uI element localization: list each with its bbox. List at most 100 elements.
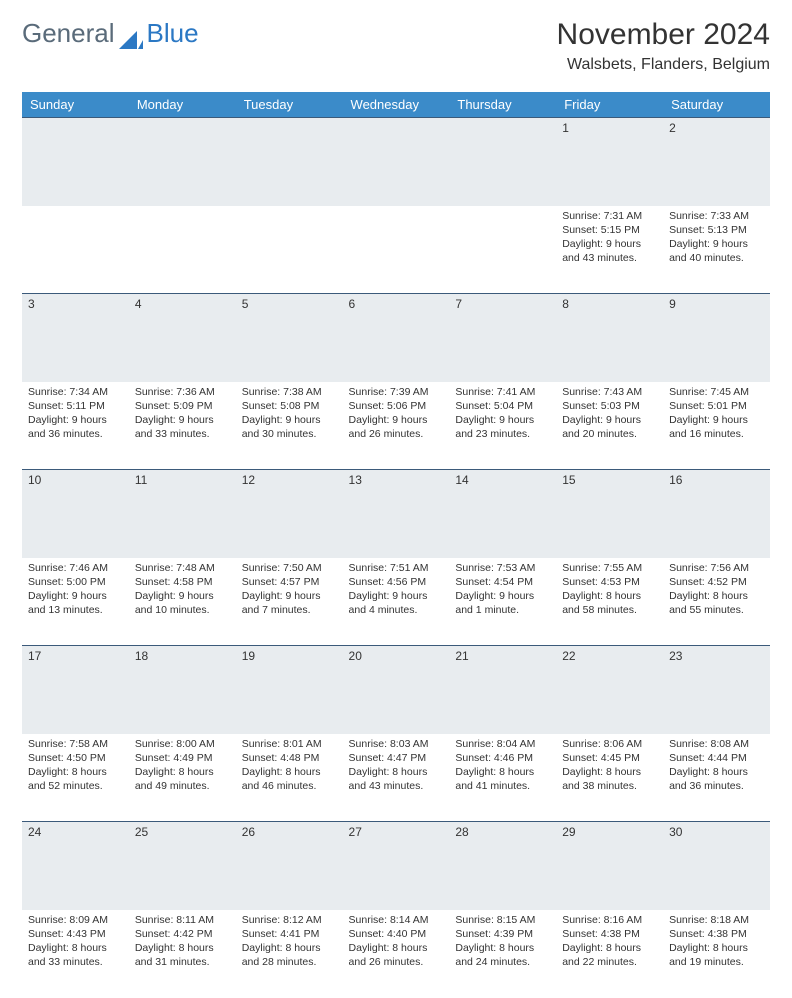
day-number-cell: 4 <box>129 294 236 382</box>
day-content-cell: Sunrise: 8:04 AMSunset: 4:46 PMDaylight:… <box>449 734 556 822</box>
weekday-header: Monday <box>129 92 236 118</box>
day-number-cell: 17 <box>22 646 129 734</box>
day-number-cell: 14 <box>449 470 556 558</box>
day-details: Sunrise: 7:38 AMSunset: 5:08 PMDaylight:… <box>236 382 343 448</box>
day-content-cell: Sunrise: 8:11 AMSunset: 4:42 PMDaylight:… <box>129 910 236 998</box>
day-number-cell: 9 <box>663 294 770 382</box>
day-number-cell: 15 <box>556 470 663 558</box>
day-number: 13 <box>343 470 450 490</box>
day-content-cell: Sunrise: 8:03 AMSunset: 4:47 PMDaylight:… <box>343 734 450 822</box>
logo-text-general: General <box>22 18 115 49</box>
day-number-cell: 20 <box>343 646 450 734</box>
day-content-cell <box>449 206 556 294</box>
day-details: Sunrise: 7:46 AMSunset: 5:00 PMDaylight:… <box>22 558 129 624</box>
day-content-cell: Sunrise: 7:46 AMSunset: 5:00 PMDaylight:… <box>22 558 129 646</box>
day-number: 22 <box>556 646 663 666</box>
day-number: 4 <box>129 294 236 314</box>
day-number-cell: 13 <box>343 470 450 558</box>
day-number-cell: 10 <box>22 470 129 558</box>
day-number: 20 <box>343 646 450 666</box>
day-number-row: 10111213141516 <box>22 470 770 558</box>
day-content-cell <box>343 206 450 294</box>
day-details: Sunrise: 8:12 AMSunset: 4:41 PMDaylight:… <box>236 910 343 976</box>
day-number-cell: 6 <box>343 294 450 382</box>
day-details: Sunrise: 7:50 AMSunset: 4:57 PMDaylight:… <box>236 558 343 624</box>
day-number-cell: 3 <box>22 294 129 382</box>
day-details: Sunrise: 8:09 AMSunset: 4:43 PMDaylight:… <box>22 910 129 976</box>
day-content-cell: Sunrise: 7:39 AMSunset: 5:06 PMDaylight:… <box>343 382 450 470</box>
location-text: Walsbets, Flanders, Belgium <box>557 56 770 74</box>
day-number: 7 <box>449 294 556 314</box>
day-number-cell <box>129 118 236 206</box>
day-details: Sunrise: 8:16 AMSunset: 4:38 PMDaylight:… <box>556 910 663 976</box>
calendar-table: Sunday Monday Tuesday Wednesday Thursday… <box>22 92 770 998</box>
day-number: 27 <box>343 822 450 842</box>
day-number-cell: 19 <box>236 646 343 734</box>
day-content-cell: Sunrise: 8:01 AMSunset: 4:48 PMDaylight:… <box>236 734 343 822</box>
day-number: 15 <box>556 470 663 490</box>
day-number: 21 <box>449 646 556 666</box>
day-details: Sunrise: 8:00 AMSunset: 4:49 PMDaylight:… <box>129 734 236 800</box>
day-number: 18 <box>129 646 236 666</box>
day-details: Sunrise: 7:55 AMSunset: 4:53 PMDaylight:… <box>556 558 663 624</box>
day-number-cell: 23 <box>663 646 770 734</box>
day-number: 14 <box>449 470 556 490</box>
day-content-cell: Sunrise: 7:50 AMSunset: 4:57 PMDaylight:… <box>236 558 343 646</box>
day-content-cell: Sunrise: 7:58 AMSunset: 4:50 PMDaylight:… <box>22 734 129 822</box>
day-number: 8 <box>556 294 663 314</box>
day-number-cell: 26 <box>236 822 343 910</box>
weekday-header-row: Sunday Monday Tuesday Wednesday Thursday… <box>22 92 770 118</box>
day-number: 3 <box>22 294 129 314</box>
logo: General Blue <box>22 18 199 49</box>
day-details: Sunrise: 7:45 AMSunset: 5:01 PMDaylight:… <box>663 382 770 448</box>
day-content-row: Sunrise: 7:31 AMSunset: 5:15 PMDaylight:… <box>22 206 770 294</box>
weekday-header: Friday <box>556 92 663 118</box>
day-details: Sunrise: 7:56 AMSunset: 4:52 PMDaylight:… <box>663 558 770 624</box>
day-details: Sunrise: 7:53 AMSunset: 4:54 PMDaylight:… <box>449 558 556 624</box>
day-number-cell: 18 <box>129 646 236 734</box>
page-header: General Blue November 2024 Walsbets, Fla… <box>22 18 770 74</box>
day-content-cell: Sunrise: 8:06 AMSunset: 4:45 PMDaylight:… <box>556 734 663 822</box>
day-number: 12 <box>236 470 343 490</box>
day-number-cell: 25 <box>129 822 236 910</box>
day-number: 19 <box>236 646 343 666</box>
day-number-cell: 27 <box>343 822 450 910</box>
day-number-row: 3456789 <box>22 294 770 382</box>
day-content-cell: Sunrise: 7:53 AMSunset: 4:54 PMDaylight:… <box>449 558 556 646</box>
day-details: Sunrise: 8:15 AMSunset: 4:39 PMDaylight:… <box>449 910 556 976</box>
day-number: 26 <box>236 822 343 842</box>
month-title: November 2024 <box>557 18 770 52</box>
day-number: 6 <box>343 294 450 314</box>
day-number-row: 12 <box>22 118 770 206</box>
day-content-cell: Sunrise: 8:00 AMSunset: 4:49 PMDaylight:… <box>129 734 236 822</box>
day-number: 17 <box>22 646 129 666</box>
day-number-cell: 30 <box>663 822 770 910</box>
day-details: Sunrise: 8:18 AMSunset: 4:38 PMDaylight:… <box>663 910 770 976</box>
logo-sail-icon <box>119 25 143 43</box>
day-content-cell: Sunrise: 7:41 AMSunset: 5:04 PMDaylight:… <box>449 382 556 470</box>
day-number-cell: 11 <box>129 470 236 558</box>
day-number-cell: 8 <box>556 294 663 382</box>
day-content-row: Sunrise: 8:09 AMSunset: 4:43 PMDaylight:… <box>22 910 770 998</box>
title-block: November 2024 Walsbets, Flanders, Belgiu… <box>557 18 770 74</box>
day-number-cell: 29 <box>556 822 663 910</box>
day-content-row: Sunrise: 7:58 AMSunset: 4:50 PMDaylight:… <box>22 734 770 822</box>
day-number-cell <box>236 118 343 206</box>
day-details: Sunrise: 7:43 AMSunset: 5:03 PMDaylight:… <box>556 382 663 448</box>
weekday-header: Thursday <box>449 92 556 118</box>
day-content-cell: Sunrise: 8:15 AMSunset: 4:39 PMDaylight:… <box>449 910 556 998</box>
day-number: 23 <box>663 646 770 666</box>
day-content-cell: Sunrise: 8:16 AMSunset: 4:38 PMDaylight:… <box>556 910 663 998</box>
day-details: Sunrise: 7:36 AMSunset: 5:09 PMDaylight:… <box>129 382 236 448</box>
day-number-cell <box>449 118 556 206</box>
weekday-header: Tuesday <box>236 92 343 118</box>
day-content-cell: Sunrise: 7:34 AMSunset: 5:11 PMDaylight:… <box>22 382 129 470</box>
day-number-cell: 5 <box>236 294 343 382</box>
day-details: Sunrise: 7:58 AMSunset: 4:50 PMDaylight:… <box>22 734 129 800</box>
day-number: 16 <box>663 470 770 490</box>
day-number-cell <box>343 118 450 206</box>
day-number: 1 <box>556 118 663 138</box>
day-number-row: 24252627282930 <box>22 822 770 910</box>
day-number-row: 17181920212223 <box>22 646 770 734</box>
day-details: Sunrise: 8:03 AMSunset: 4:47 PMDaylight:… <box>343 734 450 800</box>
